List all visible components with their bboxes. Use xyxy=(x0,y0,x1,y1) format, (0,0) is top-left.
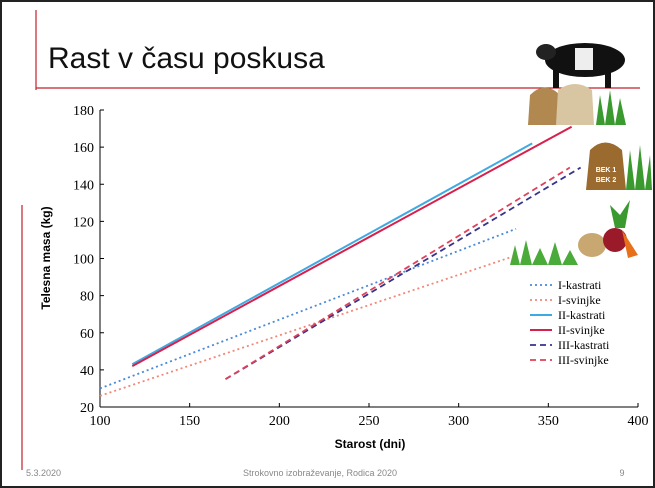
y-tick-label: 20 xyxy=(80,401,94,416)
legend-label: II-kastrati xyxy=(558,308,606,322)
pig-image xyxy=(536,43,625,88)
y-tick-label: 40 xyxy=(80,364,94,379)
y-tick-label: 120 xyxy=(73,215,94,230)
x-tick-label: 150 xyxy=(179,414,200,429)
legend-label: III-svinjke xyxy=(558,353,609,367)
series-line xyxy=(225,166,571,380)
slide-title: Rast v času poskusa xyxy=(48,42,325,75)
y-tick-label: 180 xyxy=(73,104,94,119)
y-axis-label: Telesna masa (kg) xyxy=(39,206,53,309)
legend-label: I-svinjke xyxy=(558,293,601,307)
vegetables-image xyxy=(510,200,638,265)
footer-date: 5.3.2020 xyxy=(26,468,61,478)
legend-label: I-kastrati xyxy=(558,278,602,292)
legend-label: III-kastrati xyxy=(558,338,610,352)
feed-image xyxy=(528,84,626,125)
chart: 20 40 60 80 100 120 140 160 180 100 150 200 250 300 35… xyxy=(39,104,649,451)
x-tick-label: 400 xyxy=(628,414,649,429)
x-tick-label: 250 xyxy=(359,414,380,429)
sack-image: BEK 1 BEK 2 xyxy=(586,142,652,190)
legend-label: II-svinjke xyxy=(558,323,605,337)
y-tick-label: 160 xyxy=(73,141,94,156)
x-tick-label: 100 xyxy=(90,414,111,429)
page-number: 9 xyxy=(619,468,624,478)
series-line xyxy=(99,227,517,390)
sack-label: BEK 2 xyxy=(596,177,617,184)
x-tick-label: 300 xyxy=(448,414,469,429)
sack-label: BEK 1 xyxy=(596,167,617,174)
x-tick-label: 200 xyxy=(269,414,290,429)
y-tick-label: 140 xyxy=(73,178,94,193)
y-tick-label: 80 xyxy=(80,290,94,305)
series-line xyxy=(131,142,533,366)
y-tick-label: 60 xyxy=(80,327,94,342)
y-tick-label: 100 xyxy=(73,253,94,268)
footer-text: Strokovno izobraževanje, Rodica 2020 xyxy=(243,468,397,478)
series-line xyxy=(225,166,582,380)
x-tick-label: 350 xyxy=(538,414,559,429)
x-axis-label: Starost (dni) xyxy=(335,437,406,451)
series-line xyxy=(131,125,573,368)
